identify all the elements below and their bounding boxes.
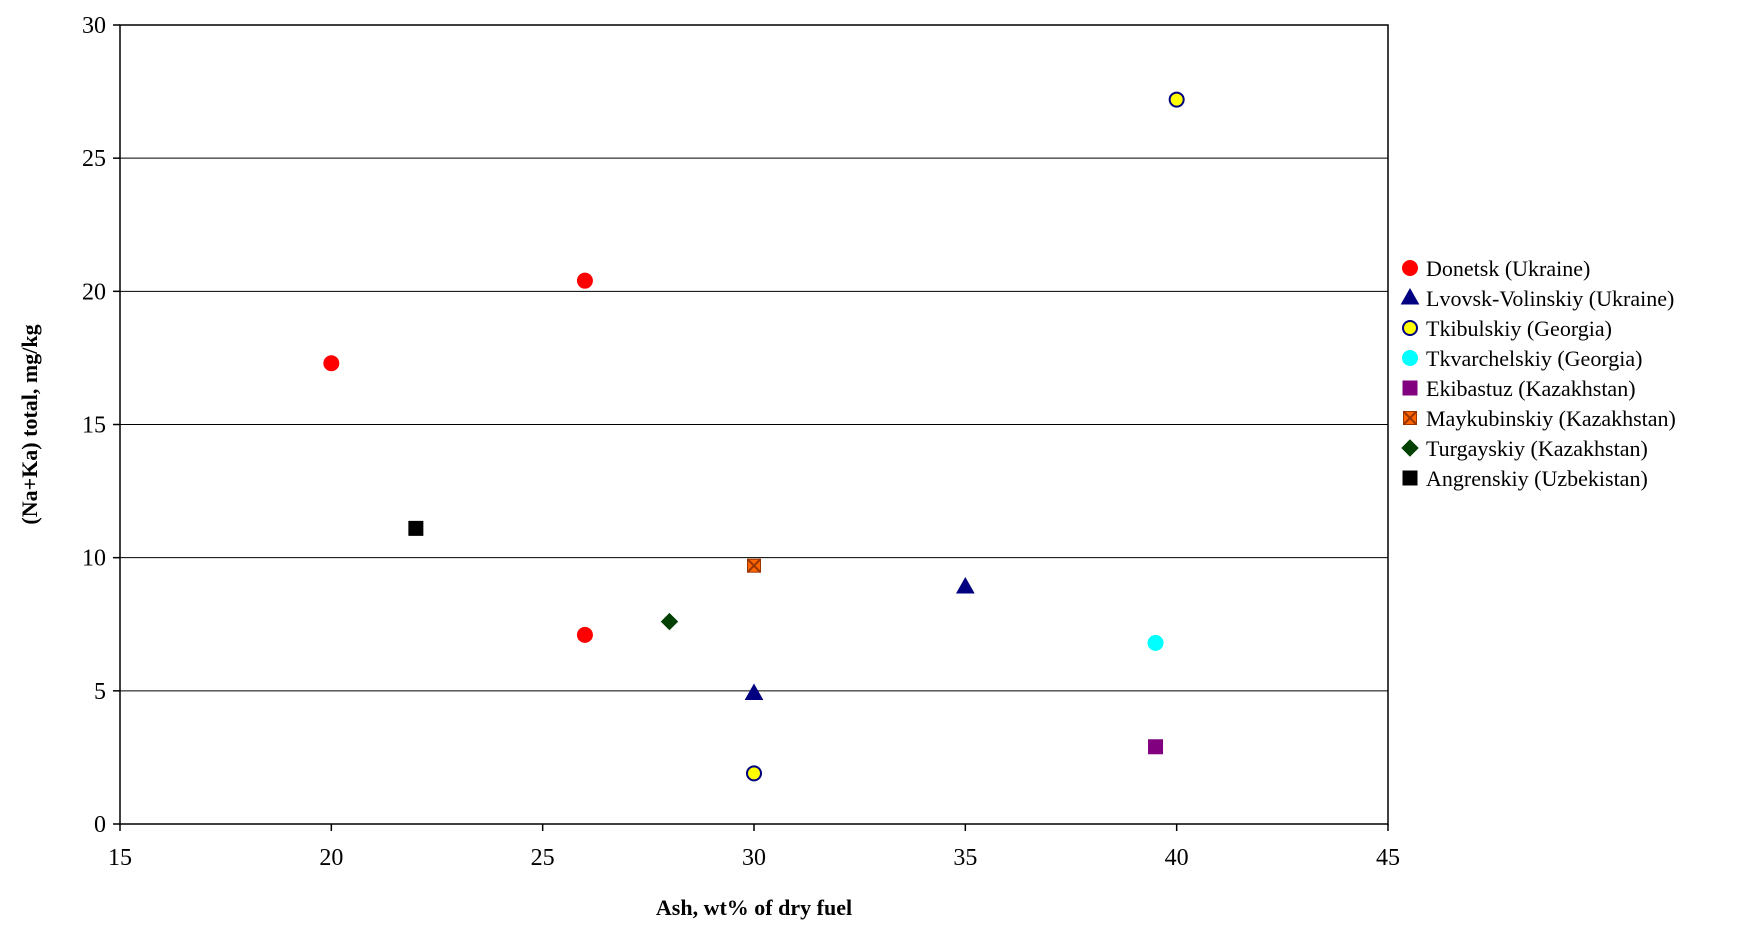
x-tick-label: 45 (1376, 845, 1400, 871)
data-point (746, 558, 762, 573)
data-point (744, 683, 764, 700)
x-tick-label: 40 (1165, 845, 1189, 871)
x-tick-label: 15 (108, 845, 132, 871)
data-point (955, 576, 975, 594)
x-axis-title: Ash, wt% of dry fuel (656, 895, 852, 920)
y-tick-label: 15 (82, 413, 106, 439)
legend-label: Turgayskiy (Kazakhstan) (1426, 436, 1648, 461)
y-tick-label: 30 (82, 13, 106, 39)
data-point (576, 626, 593, 643)
y-tick-label: 10 (82, 546, 106, 572)
legend-label: Maykubinskiy (Kazakhstan) (1426, 406, 1676, 431)
legend-marker (1402, 470, 1418, 486)
legend-label: Tkibulskiy (Georgia) (1426, 316, 1612, 341)
legend-item: Angrenskiy (Uzbekistan) (1402, 466, 1648, 491)
legend-marker (1400, 287, 1420, 305)
x-tick-label: 30 (742, 845, 766, 871)
legend-label: Tkvarchelskiy (Georgia) (1426, 346, 1642, 371)
x-tick-label: 25 (531, 845, 555, 871)
legend-item: Tkibulskiy (Georgia) (1402, 316, 1612, 341)
data-point (746, 765, 762, 782)
y-tick-label: 5 (94, 679, 106, 705)
data-point (408, 520, 424, 536)
legend-item: Donetsk (Ukraine) (1402, 256, 1590, 281)
tick-labels: 0 5 10 15 20 25 30 15 20 25 30 35 40 45 (82, 13, 1400, 871)
axes (113, 24, 1389, 831)
legend-marker (1402, 350, 1418, 366)
legend-label: Ekibastuz (Kazakhstan) (1426, 376, 1636, 401)
legend-item: Ekibastuz (Kazakhstan) (1402, 376, 1636, 401)
legend-marker (1402, 320, 1418, 336)
legend-label: Angrenskiy (Uzbekistan) (1426, 466, 1648, 491)
data-point (1168, 91, 1185, 108)
gridlines (120, 157, 1388, 692)
y-tick-label: 0 (94, 812, 106, 838)
legend-item: Lvovsk-Volinskiy (Ukraine) (1400, 286, 1674, 311)
x-tick-label: 35 (953, 845, 977, 871)
legend-item: Turgayskiy (Kazakhstan) (1401, 436, 1648, 461)
legend-label: Donetsk (Ukraine) (1426, 256, 1590, 281)
x-tick-label: 20 (319, 845, 343, 871)
y-tick-label: 25 (82, 146, 106, 172)
data-point (660, 612, 679, 631)
legend-marker (1402, 410, 1418, 426)
data-point (1147, 634, 1164, 651)
legend-label: Lvovsk-Volinskiy (Ukraine) (1426, 286, 1674, 311)
data-point (323, 355, 340, 372)
legend-marker (1402, 380, 1418, 396)
legend-marker (1402, 260, 1418, 276)
y-tick-label: 20 (82, 279, 106, 305)
legend-item: Maykubinskiy (Kazakhstan) (1402, 406, 1676, 431)
y-axis-title: (Na+Ka) total, mg/kg (17, 324, 42, 524)
data-point (1148, 739, 1164, 755)
legend-marker (1401, 439, 1419, 457)
legend-item: Tkvarchelskiy (Georgia) (1402, 346, 1642, 371)
legend: Donetsk (Ukraine) Lvovsk-Volinskiy (Ukrai… (1400, 256, 1676, 491)
data-points (323, 91, 1185, 782)
data-point (576, 272, 593, 289)
